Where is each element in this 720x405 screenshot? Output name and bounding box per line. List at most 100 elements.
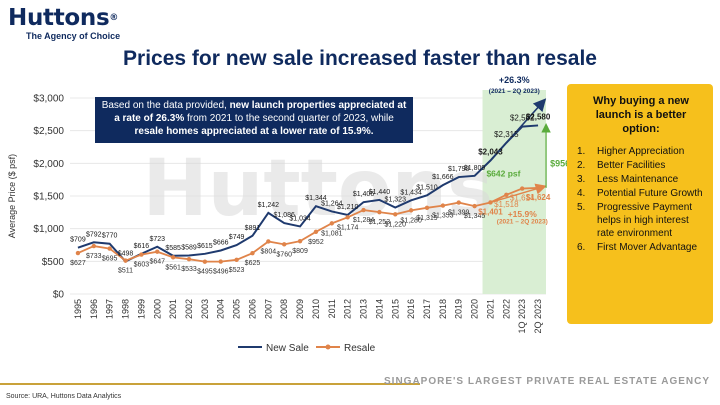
x-tick-label: 2018: [438, 299, 448, 319]
resale-data-label: $1,174: [337, 224, 359, 231]
new-sale-data-label: $1,434: [400, 189, 422, 196]
new-sale-data-label: $2,580: [526, 112, 551, 121]
benefit-text: Better Facilities: [597, 160, 666, 171]
source-note: Source: URA, Huttons Data Analytics: [6, 393, 122, 400]
legend-resale-marker: [325, 344, 331, 350]
benefit-number: 1.: [577, 146, 586, 157]
summary-callout: Based on the data provided, new launch p…: [95, 97, 413, 143]
new-sale-data-label: $1,406: [353, 191, 375, 198]
x-tick-label: 2021: [485, 299, 495, 319]
chart-legend: New Sale Resale: [238, 343, 376, 354]
new-sale-data-label: $723: [149, 236, 165, 243]
resale-point: [250, 250, 255, 256]
y-tick-label: $1,000: [33, 224, 64, 235]
new-sale-data-label: $2,315: [494, 130, 519, 139]
new-sale-data-label: $1,440: [369, 189, 391, 196]
x-tick-label: 2015: [390, 299, 400, 319]
resale-data-label: $1,399: [448, 210, 470, 217]
x-tick-label: 2005: [232, 299, 242, 319]
resale-point: [456, 200, 461, 205]
footer-tagline: SINGAPORE'S LARGEST PRIVATE REAL ESTATE …: [384, 376, 710, 387]
x-tick-label: 2013: [359, 299, 369, 319]
resale-point: [202, 259, 208, 264]
x-tick-label: 2010: [311, 299, 321, 319]
trademark-mark: ®: [109, 13, 119, 23]
benefit-text: Higher Appreciation: [597, 146, 685, 157]
y-tick-label: $500: [42, 257, 65, 268]
resale-data-label: $1,345: [464, 213, 486, 220]
resale-point: [186, 256, 192, 262]
x-tick-label: 2002: [184, 299, 194, 319]
x-tick-label: 2020: [470, 299, 480, 319]
resale-data-label: $1,253: [369, 219, 391, 226]
x-tick-label: 2007: [263, 299, 273, 319]
resale-data-label: $603: [134, 262, 150, 269]
benefit-number: 6.: [577, 242, 586, 253]
x-tick-label: 2003: [200, 299, 210, 319]
resale-point: [472, 203, 477, 209]
resale-growth-period: (2021 – 2Q 2023): [497, 218, 548, 225]
x-tick-label: 2004: [216, 299, 226, 319]
resale-point: [424, 205, 430, 211]
resale-data-label: $1,280: [400, 217, 422, 224]
new-sale-data-label: $1,666: [432, 174, 454, 181]
new-sale-data-label: $1,242: [258, 202, 280, 209]
resale-data-label: $952: [308, 239, 324, 246]
benefit-item: 6. First Mover Advantage: [577, 241, 705, 254]
benefit-number: 5.: [577, 202, 586, 213]
resale-point: [377, 209, 382, 215]
x-tick-label: 1996: [89, 299, 99, 319]
benefit-number: 2.: [577, 160, 586, 171]
resale-data-label: $809: [292, 248, 308, 255]
resale-point: [155, 249, 160, 254]
resale-data-label: $495: [197, 269, 213, 276]
callout-bold-2: resale homes appreciated at a lower rate…: [134, 126, 374, 137]
benefit-text: Progressive Payment helps in high intere…: [597, 202, 693, 239]
new-sale-data-label: $709: [70, 237, 86, 244]
x-tick-label: 2006: [247, 299, 257, 319]
resale-point: [345, 215, 350, 220]
resale-point: [520, 186, 525, 191]
resale-data-label: $533: [181, 266, 197, 273]
benefit-number: 4.: [577, 188, 586, 199]
brand-wordmark: Huttons: [8, 5, 110, 31]
benefit-item: 1. Higher Appreciation: [577, 145, 705, 158]
data-labels: $709$792 $770 $498$616$723$585 $589 $615 $666…: [70, 112, 551, 275]
resale-data-label: $1,284: [353, 217, 375, 224]
y-tick-label: $2,500: [33, 126, 64, 137]
y-tick-label: $0: [53, 290, 65, 301]
new-sale-data-label: $891: [245, 225, 261, 232]
new-sale-data-label: $1,323: [385, 197, 407, 204]
x-tick-label: 2017: [422, 299, 432, 319]
legend-resale-label: Resale: [344, 343, 376, 354]
benefit-text: First Mover Advantage: [597, 242, 698, 253]
resale-point: [282, 242, 287, 247]
x-tick-label: 1995: [73, 299, 83, 319]
resale-data-label: $627: [70, 260, 86, 267]
x-tick-label: 2011: [327, 299, 337, 318]
resale-data-label: $804: [261, 248, 277, 255]
new-sale-growth-period: (2021 – 2Q 2023): [489, 88, 540, 95]
series-lines: [75, 124, 541, 264]
x-tick-label: 2008: [279, 299, 289, 319]
x-tick-label: 1998: [121, 299, 131, 319]
resale-data-label: $1,220: [385, 221, 407, 228]
x-tick-label: 2009: [295, 299, 305, 319]
resale-data-label: $695: [102, 256, 118, 263]
new-sale-data-label: $1,809: [464, 165, 486, 172]
callout-text-1: Based on the data provided,: [101, 100, 230, 111]
resale-point: [297, 238, 303, 244]
resale-data-label: $496: [213, 269, 229, 276]
benefits-list: 1. Higher Appreciation 2. Better Facilitie…: [577, 145, 705, 254]
resale-point: [361, 207, 366, 213]
x-tick-label: 2012: [343, 299, 353, 319]
benefits-title: Why buying a new launch is a better opti…: [593, 95, 689, 135]
resale-data-label: $523: [229, 267, 245, 274]
legend-new-sale-label: New Sale: [266, 343, 309, 354]
resale-point: [266, 239, 271, 244]
resale-point: [91, 243, 97, 249]
resale-data-label: $625: [245, 260, 261, 267]
x-tick-label: 1999: [136, 299, 146, 319]
resale-point: [440, 203, 446, 208]
brand-name: Huttons®: [8, 6, 138, 30]
